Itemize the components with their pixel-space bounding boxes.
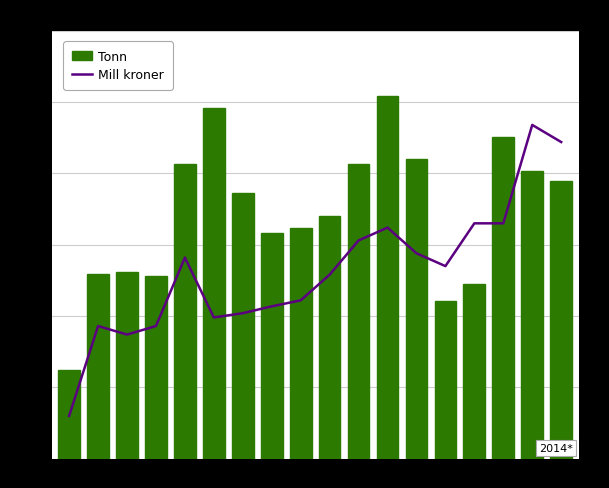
Bar <box>232 194 254 459</box>
Legend: Tonn, Mill kroner: Tonn, Mill kroner <box>63 42 173 91</box>
Bar <box>376 97 398 459</box>
Bar <box>463 285 485 459</box>
Bar <box>319 216 340 459</box>
Bar <box>493 138 514 459</box>
Bar <box>203 108 225 459</box>
Bar <box>87 274 109 459</box>
Bar <box>174 165 195 459</box>
Bar <box>145 276 167 459</box>
Bar <box>261 233 283 459</box>
Bar <box>116 272 138 459</box>
Bar <box>290 228 312 459</box>
Bar <box>348 165 370 459</box>
Text: 2014*: 2014* <box>539 443 573 453</box>
Bar <box>406 160 428 459</box>
Bar <box>551 182 572 459</box>
Bar <box>435 302 456 459</box>
Bar <box>521 172 543 459</box>
Bar <box>58 370 80 459</box>
